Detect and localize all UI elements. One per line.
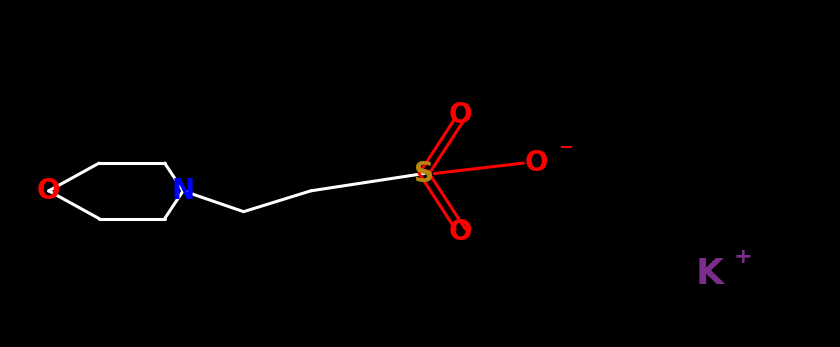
Text: O: O <box>449 219 472 246</box>
Text: S: S <box>414 160 434 187</box>
Text: K: K <box>696 257 724 291</box>
Text: O: O <box>449 101 472 128</box>
Text: O: O <box>525 149 549 177</box>
Text: −: − <box>558 138 573 156</box>
Text: +: + <box>733 247 752 267</box>
Text: O: O <box>37 177 60 205</box>
Text: N: N <box>171 177 195 205</box>
